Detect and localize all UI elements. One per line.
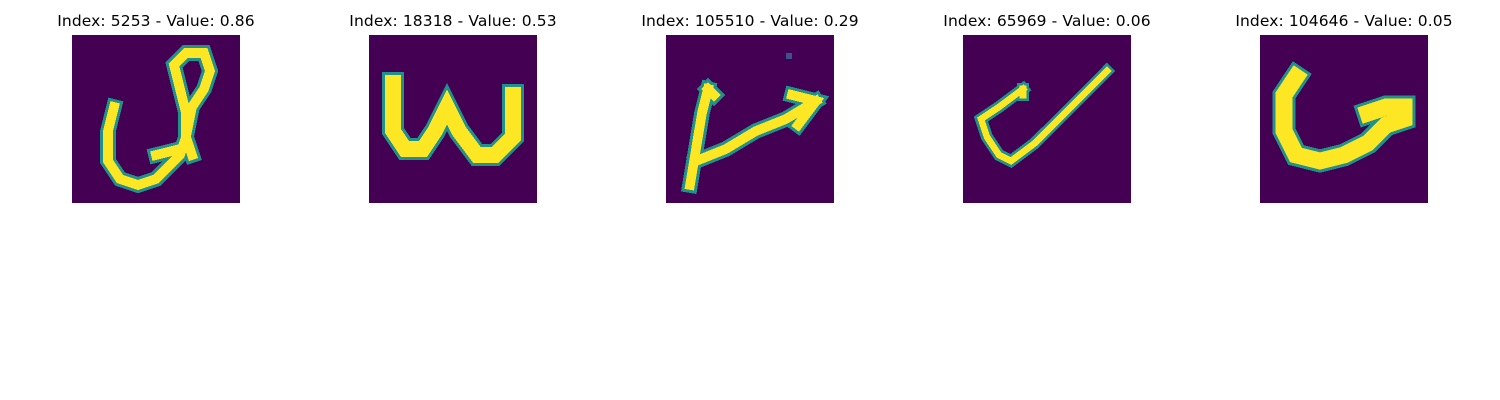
digit-image-arrow — [666, 35, 834, 203]
digit-image-u — [1260, 35, 1428, 203]
stroke-core — [1275, 65, 1413, 170]
panel-4: Index: 65969 - Value: 0.06 — [917, 0, 1177, 210]
panel-2: Index: 18318 - Value: 0.53 — [323, 0, 583, 210]
panel-title: Index: 5253 - Value: 0.86 — [57, 12, 255, 30]
stray-pixel — [786, 53, 792, 59]
panel-1: Index: 5253 - Value: 0.86 — [26, 0, 286, 210]
stroke-core — [385, 75, 521, 163]
stroke-core — [684, 82, 825, 191]
panel-3: Index: 105510 - Value: 0.29 — [620, 0, 880, 210]
stroke-core — [103, 48, 216, 191]
panel-title: Index: 105510 - Value: 0.29 — [641, 12, 859, 30]
panel-5: Index: 104646 - Value: 0.05 — [1214, 0, 1474, 210]
panel-title: Index: 65969 - Value: 0.06 — [943, 12, 1151, 30]
digit-image-w — [369, 35, 537, 203]
digit-image-check — [963, 35, 1131, 203]
digit-image-loop — [72, 35, 240, 203]
stroke-core — [977, 66, 1112, 165]
panel-title: Index: 104646 - Value: 0.05 — [1235, 12, 1453, 30]
panel-title: Index: 18318 - Value: 0.53 — [349, 12, 557, 30]
